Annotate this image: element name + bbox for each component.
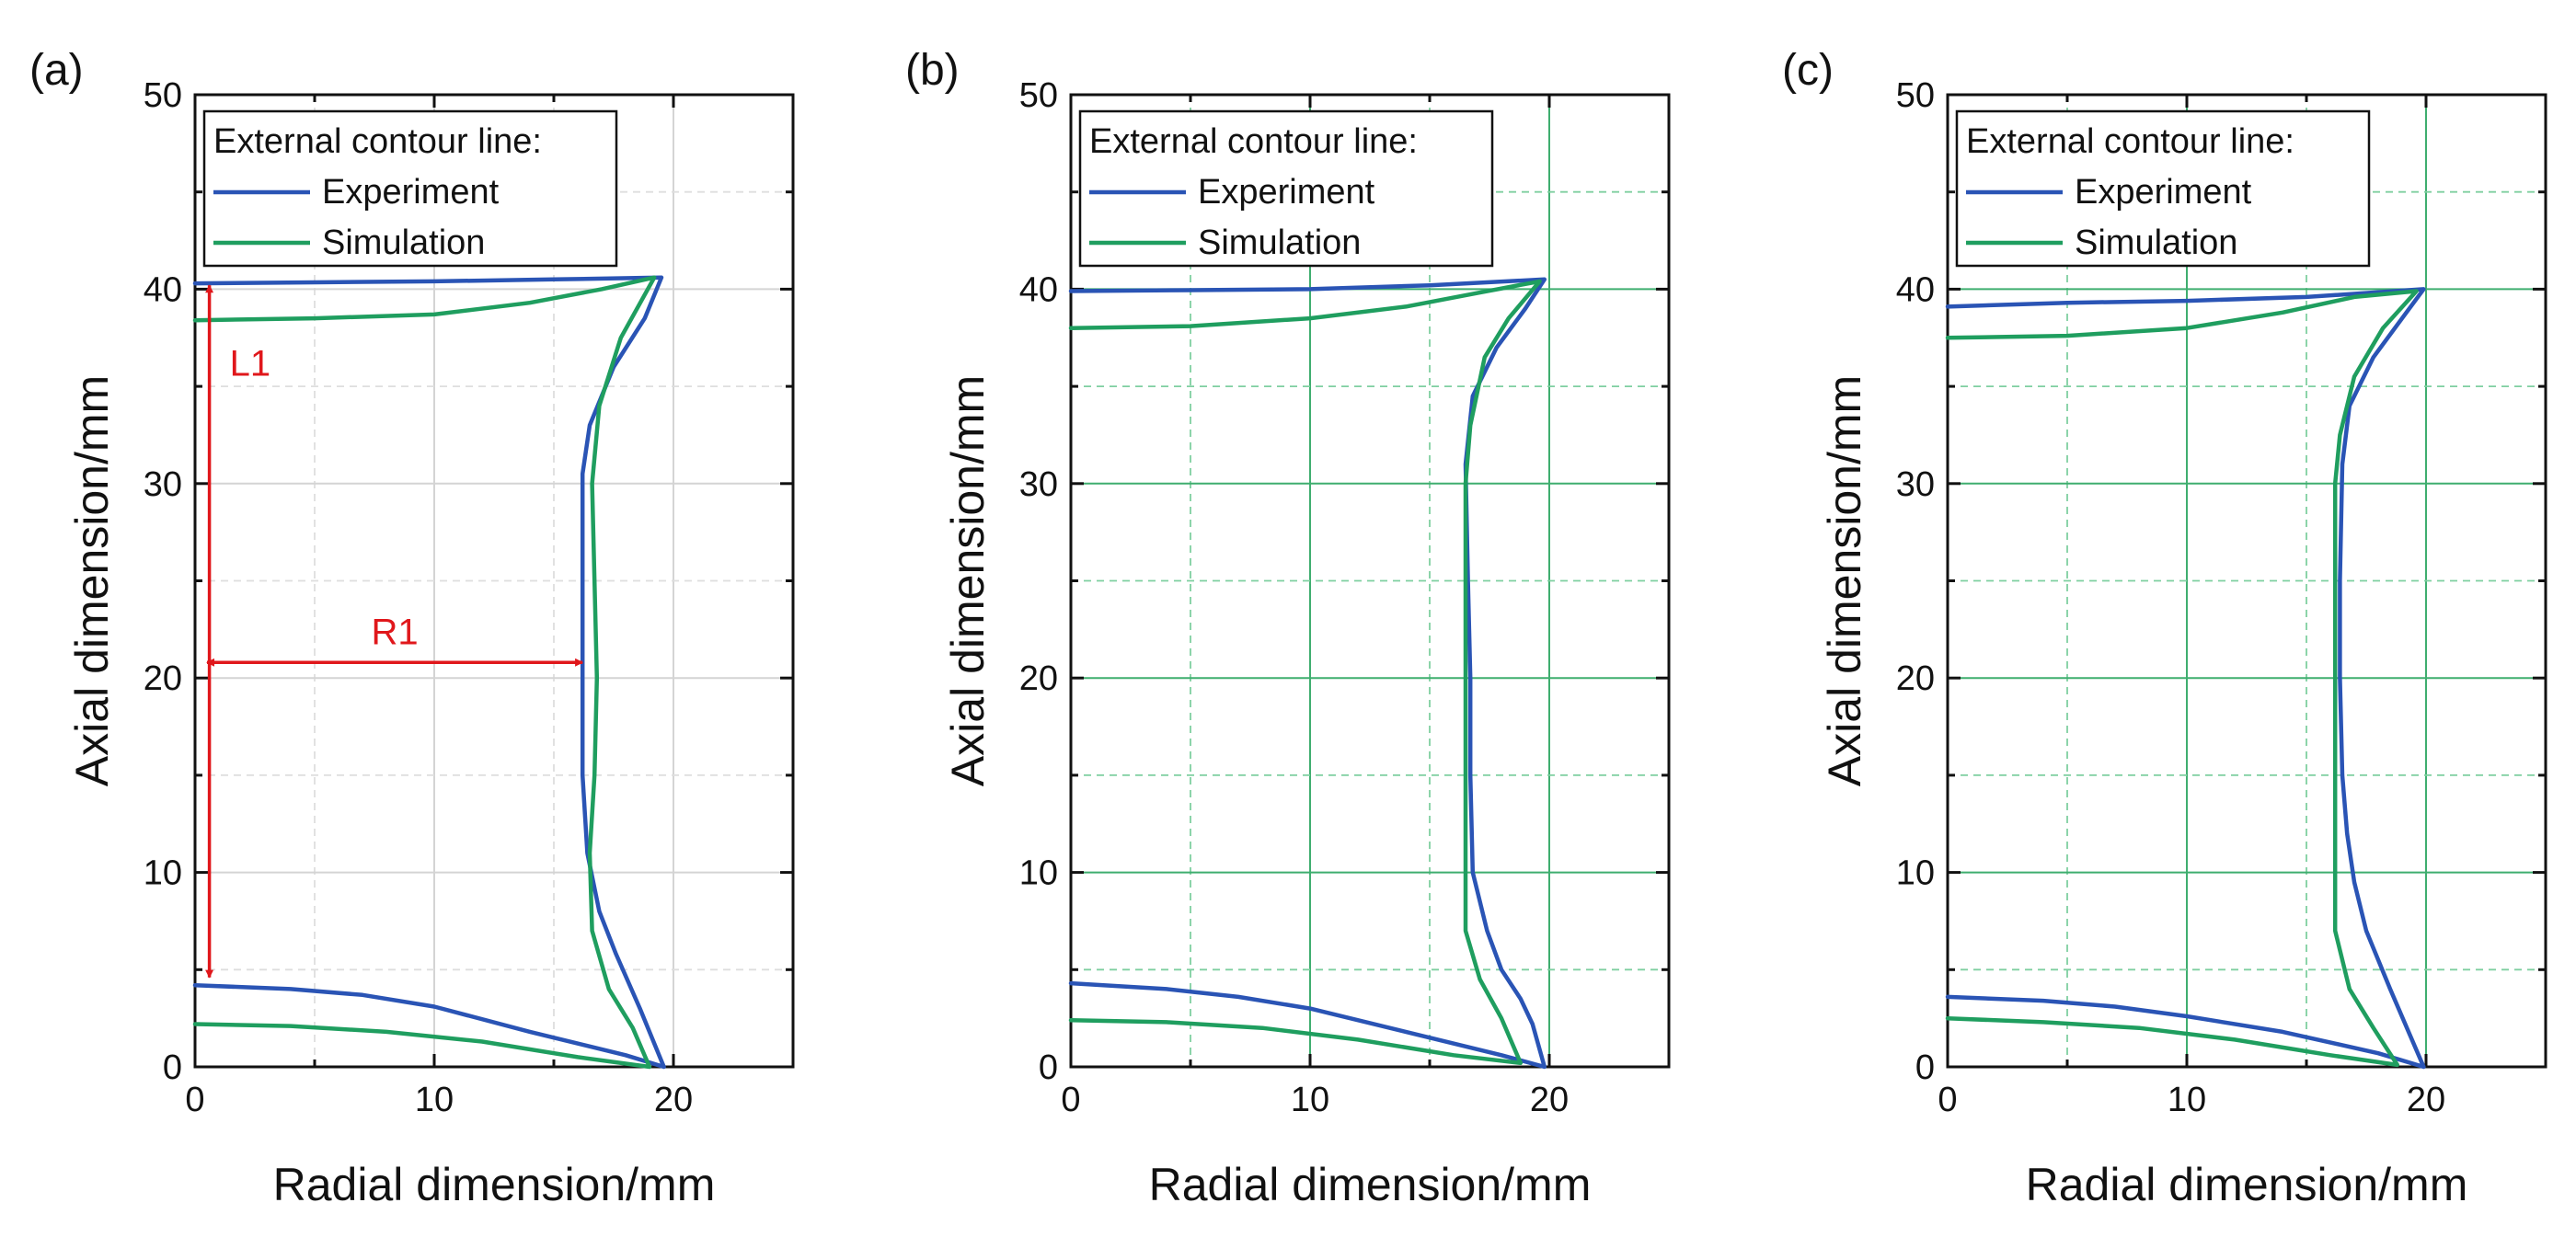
panel-label: (a) [29,46,84,95]
x-axis-title: Radial dimension/mm [1149,1159,1592,1210]
gridlines [1948,95,2546,1067]
y-tick-label: 20 [1019,659,1058,698]
y-tick-label: 10 [1019,854,1058,893]
y-tick-label: 50 [144,76,182,115]
annotation-label: L1 [230,344,271,384]
y-tick-label: 20 [1896,659,1935,698]
annotation-l1: L1 [205,284,271,979]
legend-box [202,109,618,268]
series-line-simulation [192,275,657,1070]
y-tick-label: 40 [1019,270,1058,309]
y-tick-label: 50 [1019,76,1058,115]
series-line-simulation [1068,279,1542,1066]
x-tick-label: 20 [654,1081,693,1119]
y-axis-title: Axial dimension/mm [1819,375,1870,786]
gridlines [195,95,793,1067]
legend-label-experiment: Experiment [2075,173,2252,212]
panel-label: (c) [1782,46,1834,95]
legend-label-experiment: Experiment [1198,173,1375,212]
legend-title: External contour line: [1966,122,2294,161]
y-tick-label: 50 [1896,76,1935,115]
series-line-simulation [1945,289,2419,1068]
x-axis-title: Radial dimension/mm [2026,1159,2468,1210]
panel-label: (b) [905,46,960,95]
legend-box [1078,109,1494,268]
y-tick-label: 30 [1896,465,1935,504]
legend-label-simulation: Simulation [1198,223,1361,262]
y-tick-label: 0 [1039,1048,1058,1087]
legend-label-experiment: Experiment [322,173,500,212]
y-axis-title: Axial dimension/mm [942,375,994,786]
y-axis-title: Axial dimension/mm [66,375,118,786]
legend-box [1955,109,2371,268]
x-tick-label: 10 [2168,1081,2206,1119]
axis-ticks [1069,93,1671,1069]
x-tick-label: 10 [1291,1081,1329,1119]
chart-panel-3: 0 10 20 0 10 20 30 40 50 Radial dimension/mm Axial… [1782,46,2547,1210]
y-tick-label: 0 [163,1048,182,1087]
legend: External contour line: Experiment Simulati… [1078,109,1494,268]
y-tick-label: 10 [144,854,182,893]
x-tick-label: 0 [1061,1081,1080,1119]
y-tick-label: 30 [144,465,182,504]
y-tick-label: 20 [144,659,182,698]
y-tick-label: 40 [144,270,182,309]
legend-title: External contour line: [1089,122,1418,161]
legend-label-simulation: Simulation [2075,223,2237,262]
chart-panel-1: 0 10 20 0 10 20 30 40 50 Radial dimension/mm Axial… [29,46,795,1210]
y-tick-label: 0 [1915,1048,1935,1087]
annotation-r1: R1 [206,612,584,667]
chart-panel-2: 0 10 20 0 10 20 30 40 50 Radial dimension/mm Axial… [905,46,1671,1210]
y-tick-label: 40 [1896,270,1935,309]
legend: External contour line: Experiment Simulati… [202,109,618,268]
legend-label-simulation: Simulation [322,223,485,262]
x-tick-label: 20 [2407,1081,2445,1119]
series-line-experiment [192,275,666,1070]
y-tick-label: 10 [1896,854,1935,893]
x-tick-label: 20 [1530,1081,1569,1119]
series-line-experiment [1068,277,1547,1070]
legend-title: External contour line: [213,122,542,161]
x-tick-label: 10 [415,1081,454,1119]
series-line-experiment [1945,287,2426,1070]
annotation-label: R1 [372,612,419,652]
x-tick-label: 0 [185,1081,204,1119]
x-tick-label: 0 [1938,1081,1957,1119]
legend: External contour line: Experiment Simulati… [1955,109,2371,268]
y-tick-label: 30 [1019,465,1058,504]
x-axis-title: Radial dimension/mm [273,1159,716,1210]
axis-ticks [1946,93,2547,1069]
